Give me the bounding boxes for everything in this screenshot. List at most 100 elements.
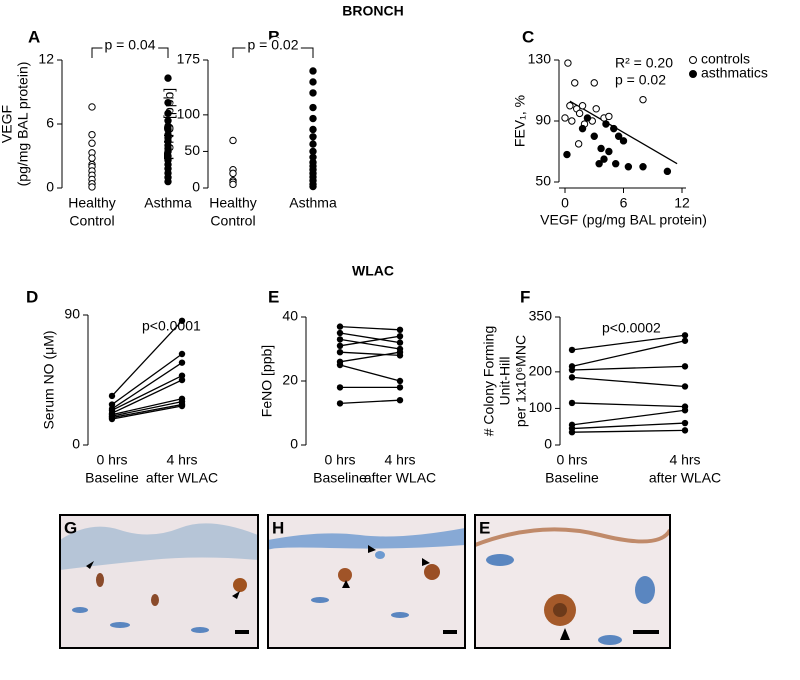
point: [575, 109, 584, 118]
point: [336, 323, 344, 330]
x-tick-label: Baseline: [313, 470, 367, 486]
x-tick-label: after WLAC: [146, 470, 218, 486]
point: [309, 78, 317, 86]
x-tick-label: Healthy: [209, 195, 256, 211]
pair-line: [339, 351, 401, 357]
y-tick-label: 12: [38, 51, 54, 67]
y-tick-label: 50: [535, 173, 551, 189]
point: [229, 136, 237, 145]
point: [396, 377, 404, 385]
legend-label: controls: [701, 51, 750, 67]
pair-line: [111, 320, 183, 397]
point: [568, 117, 576, 125]
y-tick-label: 0: [46, 179, 54, 195]
point: [164, 98, 172, 107]
panel-label: B: [268, 27, 280, 46]
y-tick-label: 90: [64, 306, 80, 322]
x-tick-label: 0 hrs: [324, 452, 355, 468]
x-tick-label: 0 hrs: [556, 452, 587, 468]
panel-label: A: [28, 27, 40, 46]
point: [178, 350, 186, 358]
point: [309, 140, 317, 148]
x-tick-label: 6: [620, 195, 628, 211]
point: [88, 154, 96, 162]
point: [108, 415, 116, 423]
point: [605, 112, 613, 121]
point: [605, 147, 613, 156]
pair-line: [111, 401, 183, 417]
point: [336, 336, 344, 343]
point: [164, 74, 172, 82]
x-tick-label: 0: [561, 195, 569, 211]
point: [681, 419, 689, 427]
legend-marker: [689, 70, 697, 78]
point: [568, 366, 576, 374]
point: [563, 150, 571, 159]
point: [396, 333, 404, 340]
point: [88, 130, 96, 139]
pair-line: [339, 332, 401, 344]
annotation: p = 0.04: [105, 37, 156, 53]
annotation: p = 0.02: [615, 72, 666, 88]
point: [336, 384, 344, 391]
pair-line: [339, 351, 401, 363]
point: [309, 114, 317, 123]
point: [229, 180, 237, 189]
pair-line: [571, 409, 686, 426]
point: [396, 384, 404, 391]
point: [568, 399, 576, 407]
annotation: p = 0.02: [248, 37, 299, 53]
point: [336, 400, 344, 407]
point: [568, 429, 576, 436]
point: [568, 346, 576, 354]
point: [396, 326, 404, 333]
point: [624, 163, 633, 171]
point: [396, 397, 404, 404]
point: [663, 167, 672, 176]
panel-label: C: [522, 27, 534, 46]
bracket: [91, 47, 169, 58]
point: [578, 102, 587, 110]
point: [578, 124, 587, 133]
y-tick-label: 200: [529, 363, 553, 379]
micrograph: [475, 515, 670, 648]
pair-line: [571, 429, 686, 433]
y-tick-label: 0: [72, 436, 80, 452]
frame: [267, 514, 466, 649]
point: [396, 349, 404, 356]
legend-marker: [689, 56, 697, 64]
point: [336, 349, 344, 356]
panel-label: F: [520, 287, 530, 306]
image-label: G: [64, 518, 77, 537]
y-axis-label: Unit-Hill: [497, 357, 513, 406]
point: [164, 109, 172, 118]
y-tick-label: 50: [184, 142, 200, 158]
y-axis-label: # Colony Forming: [481, 326, 497, 437]
micrograph: [268, 515, 465, 648]
bracket: [232, 47, 314, 58]
y-tick-label: 0: [192, 179, 200, 195]
x-tick-label: Asthma: [144, 195, 192, 211]
point: [602, 120, 610, 128]
y-axis-label: (pg/mg BAL protein): [15, 62, 31, 187]
y-tick-label: 100: [529, 399, 553, 415]
x-tick-label: 12: [674, 195, 690, 211]
y-tick-label: 6: [46, 115, 54, 131]
point: [336, 342, 344, 349]
x-tick-label: Asthma: [289, 195, 337, 211]
pair-line: [111, 375, 183, 411]
point: [88, 103, 96, 111]
point: [681, 332, 689, 339]
pair-line: [339, 325, 401, 331]
point: [309, 103, 317, 112]
y-tick-label: 20: [282, 372, 298, 388]
pair-line: [571, 340, 686, 368]
x-tick-label: Healthy: [68, 195, 115, 211]
point: [178, 317, 186, 324]
point: [88, 139, 96, 147]
point: [595, 160, 603, 168]
point: [614, 132, 623, 140]
point: [336, 329, 344, 337]
image-label: E: [479, 518, 490, 537]
